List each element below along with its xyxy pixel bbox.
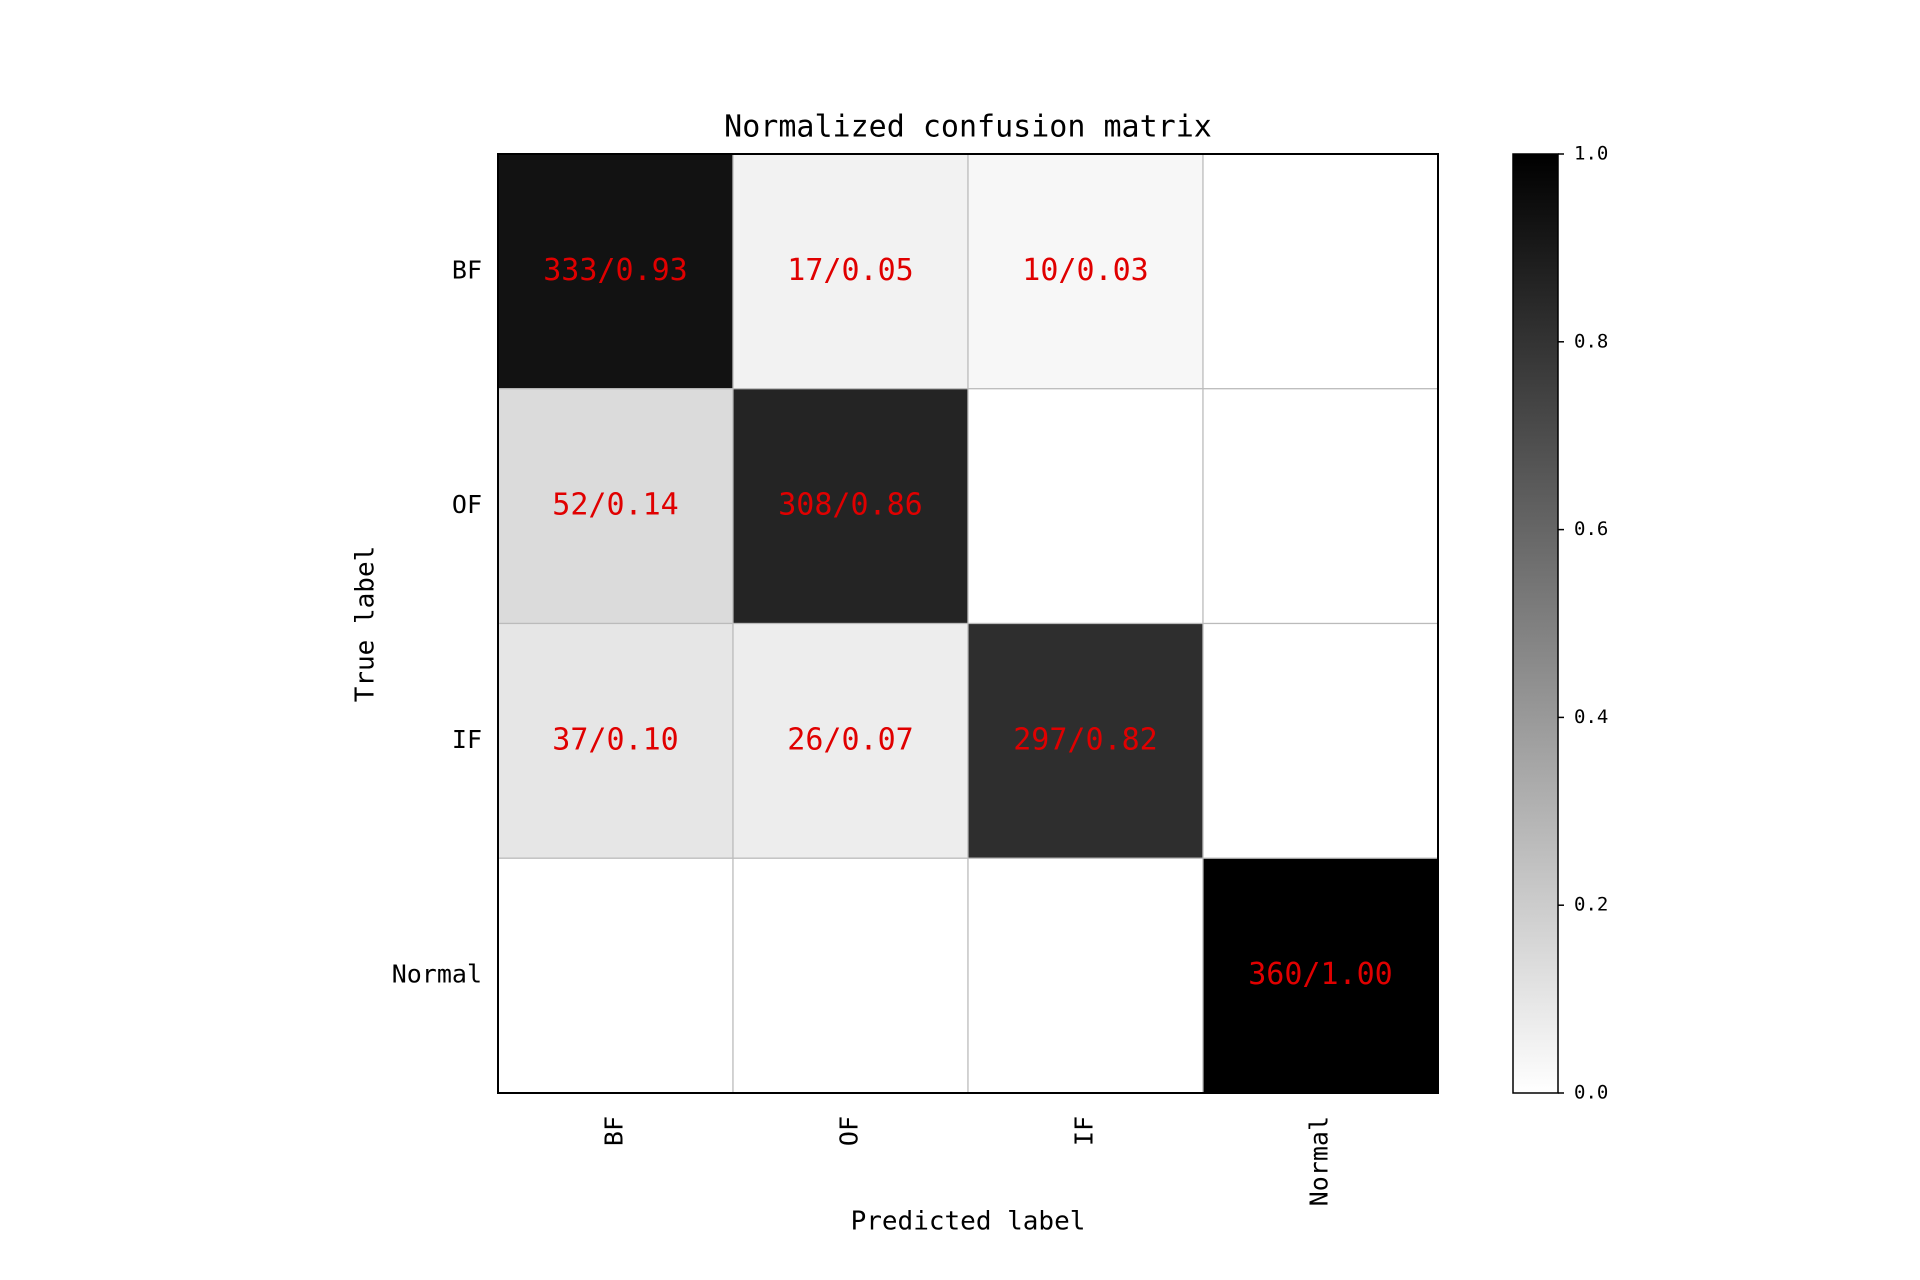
colorbar-tick-label: 0.2 <box>1574 894 1608 916</box>
colorbar-tick-label: 0.8 <box>1574 330 1608 352</box>
colorbar <box>1512 153 1559 1094</box>
cell-label: 37/0.10 <box>552 722 678 757</box>
y-tick-label: OF <box>452 490 482 519</box>
y-axis-label: True label <box>351 546 381 703</box>
cell <box>1202 622 1439 859</box>
y-tick-label: IF <box>452 725 482 754</box>
cell-label: 26/0.07 <box>787 722 913 757</box>
cell-label: 308/0.86 <box>778 488 923 523</box>
cell <box>967 388 1204 625</box>
matrix-frame <box>497 153 1439 1094</box>
cell-label: 297/0.82 <box>1013 722 1158 757</box>
cell <box>732 857 969 1094</box>
cell-label: 360/1.00 <box>1248 957 1393 992</box>
cell <box>732 388 969 625</box>
cell-label: 10/0.03 <box>1022 253 1148 288</box>
cell <box>497 622 734 859</box>
x-tick-label: OF <box>835 1116 864 1146</box>
cell <box>497 857 734 1094</box>
cell-label: 333/0.93 <box>543 253 688 288</box>
chart-title: Normalized confusion matrix <box>724 110 1212 145</box>
cell <box>967 857 1204 1094</box>
matrix <box>497 153 1439 1094</box>
x-tick-label: BF <box>600 1116 629 1146</box>
cell <box>1202 388 1439 625</box>
cell-label: 52/0.14 <box>552 488 678 523</box>
cell <box>732 622 969 859</box>
cell <box>497 388 734 625</box>
cell <box>497 153 734 390</box>
colorbar-tick-label: 0.4 <box>1574 706 1608 728</box>
x-tick-label: Normal <box>1305 1116 1334 1206</box>
cell <box>732 153 969 390</box>
colorbar-tick-label: 0.0 <box>1574 1082 1608 1104</box>
cell-label: 17/0.05 <box>787 253 913 288</box>
colorbar-tick-label: 1.0 <box>1574 143 1608 165</box>
colorbar-tick-label: 0.6 <box>1574 518 1608 540</box>
x-tick-label: IF <box>1070 1116 1099 1146</box>
cell <box>967 622 1204 859</box>
cell <box>1202 153 1439 390</box>
y-tick-label: BF <box>452 255 482 284</box>
x-axis-label: Predicted label <box>851 1207 1086 1237</box>
y-tick-label: Normal <box>392 960 482 989</box>
